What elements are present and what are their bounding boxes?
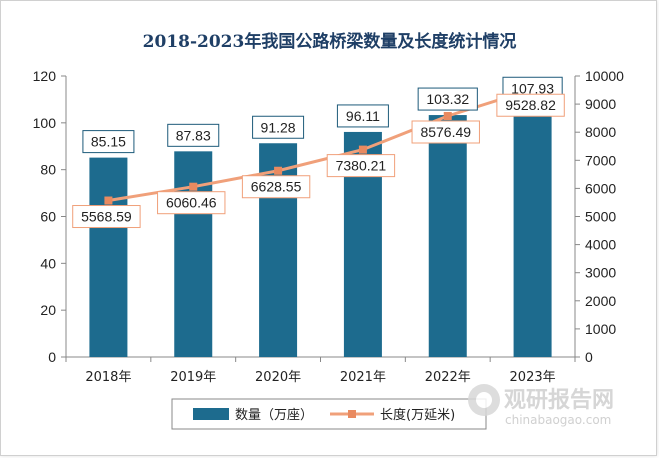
y-right-tick-label: 3000: [585, 265, 616, 281]
x-tick-label: 2023年: [510, 370, 556, 385]
y-right-tick-label: 9000: [585, 96, 616, 112]
line-point: [189, 182, 198, 191]
legend-line-label: 长度(万延米): [380, 407, 455, 423]
bar-data-label-box: [252, 115, 305, 139]
bar: [428, 115, 467, 358]
line-data-label: 6060.46: [166, 195, 217, 211]
watermark: 观研报告网 chinabaogao.com: [468, 384, 614, 427]
line-data-label-box: [326, 154, 396, 178]
bar-data-label: 91.28: [261, 119, 296, 135]
line-point: [443, 112, 452, 121]
line-data-label-box: [72, 205, 141, 229]
line-point: [104, 196, 113, 205]
watermark-text: 观研报告网: [504, 388, 614, 413]
y-right-tick-label: 2000: [585, 293, 616, 309]
line-data-label: 5568.59: [81, 209, 132, 225]
line-point: [358, 145, 367, 154]
bar-data-label-box: [82, 130, 135, 154]
line-data-label-box: [241, 175, 311, 199]
y-right-tick-label: 7000: [585, 152, 616, 168]
y-right-tick-label: 10000: [585, 68, 624, 84]
legend: 数量（万座） 长度(万延米): [171, 398, 487, 430]
line-data-label-box: [157, 191, 226, 215]
line-data-label-box: [411, 120, 480, 144]
y-left-tick-label: 100: [33, 115, 57, 131]
y-left-tick-label: 80: [40, 162, 56, 178]
line-data-label-box: [496, 93, 565, 117]
y-right-tick-label: 6000: [585, 180, 616, 196]
x-tick-label: 2019年: [170, 370, 216, 385]
y-left-tick-label: 120: [33, 68, 57, 84]
y-right-tick-label: 8000: [585, 124, 616, 140]
bar-data-label: 96.11: [346, 108, 380, 124]
line-point: [274, 166, 283, 175]
x-tick-label: 2018年: [85, 370, 131, 385]
bar-data-label-box: [167, 123, 220, 147]
bar-data-label-box: [417, 87, 478, 111]
y-left-tick-label: 60: [40, 209, 56, 225]
y-right-tick-label: 5000: [585, 209, 616, 225]
chart-title: 2018-2023年我国公路桥梁数量及长度统计情况: [142, 32, 517, 52]
line-data-label: 9528.82: [505, 97, 556, 113]
bar: [513, 104, 552, 357]
bar-data-label: 85.15: [91, 134, 126, 150]
bar-data-label: 107.93: [511, 80, 554, 96]
x-tick-label: 2020年: [255, 370, 301, 385]
line-data-label: 7380.21: [336, 158, 387, 174]
legend-bar-label: 数量（万座）: [235, 408, 313, 423]
y-right-tick-label: 1000: [585, 321, 616, 337]
legend-line-marker: [348, 410, 356, 418]
y-right-tick-label: 4000: [585, 237, 616, 253]
x-tick-label: 2021年: [340, 370, 386, 385]
y-right-tick-label: 0: [585, 349, 593, 365]
bar-data-label-box: [336, 104, 389, 128]
watermark-url: chinabaogao.com: [505, 413, 611, 427]
bar: [89, 157, 128, 357]
bar: [174, 151, 213, 357]
bar-data-label: 103.32: [426, 91, 469, 107]
y-left-tick-label: 0: [48, 349, 56, 365]
line-data-label: 6628.55: [251, 179, 302, 195]
x-tick-label: 2022年: [425, 370, 471, 385]
y-left-tick-label: 40: [40, 255, 56, 271]
bar-data-label: 87.83: [176, 127, 211, 143]
y-left-tick-label: 20: [40, 302, 56, 318]
legend-bar-swatch: [193, 408, 229, 420]
series-line: [108, 87, 534, 203]
line-data-label: 8576.49: [420, 124, 471, 140]
